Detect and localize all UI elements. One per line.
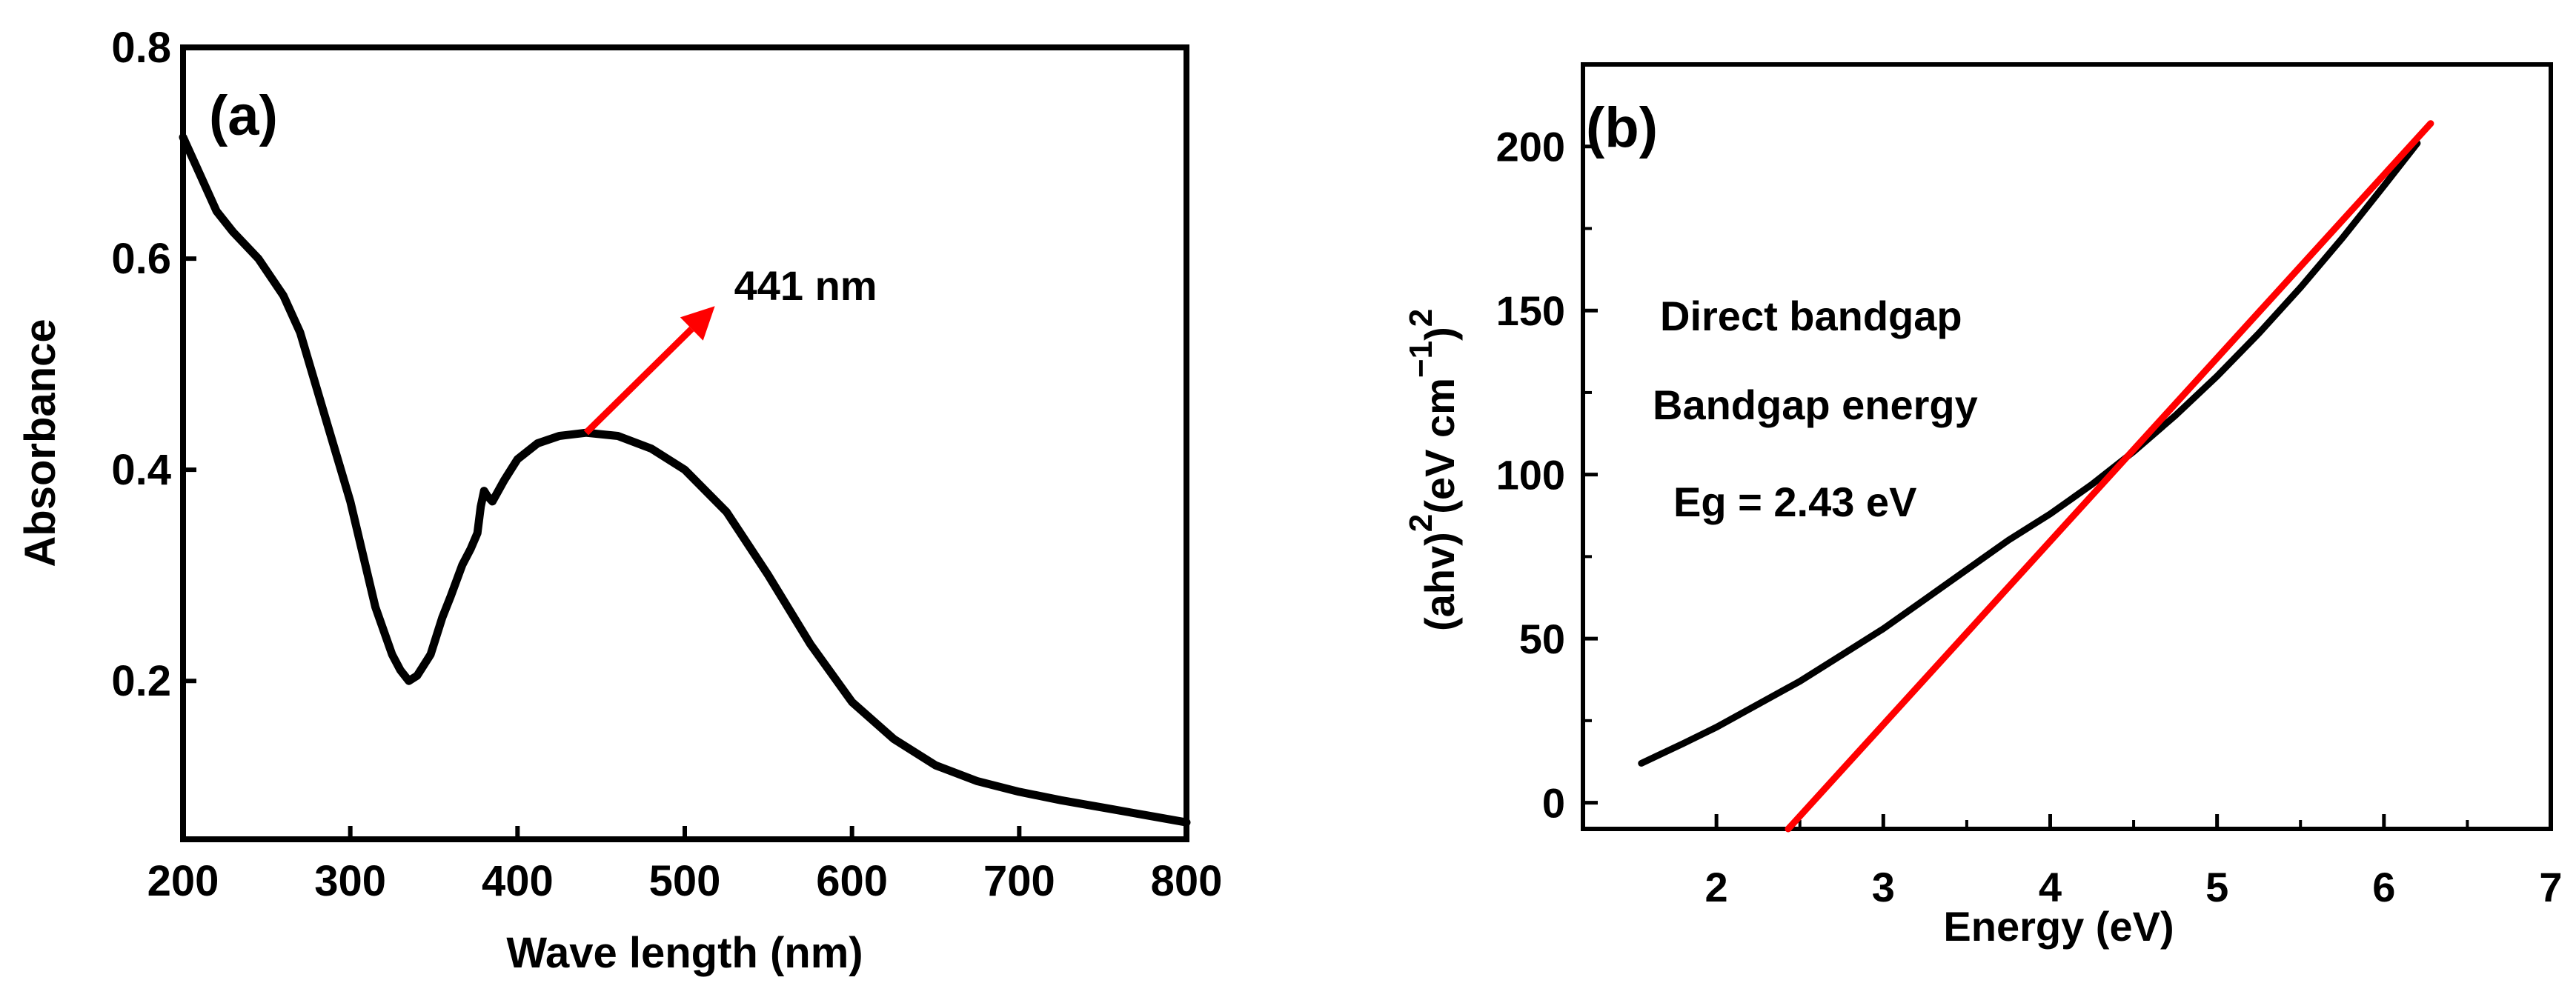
panel-b-tick-labels: 2 3 4 5 6 7 0 50 100 150 200 <box>1496 124 2563 910</box>
y-label-sup-2: −1 <box>1403 341 1439 378</box>
bandgap-energy-text: Bandgap energy <box>1653 381 1978 428</box>
panel-a-x-axis-label: Wave length (nm) <box>506 929 863 977</box>
y-label-sup-3: 2 <box>1403 309 1439 327</box>
y-label-part-3: ) <box>1416 327 1463 341</box>
peak-arrow-head <box>680 306 715 341</box>
y-tick-label: 0.4 <box>111 446 171 494</box>
x-tick-label: 3 <box>1872 864 1895 910</box>
peak-annotation: 441 nm <box>734 262 877 309</box>
x-tick-label: 2 <box>1705 864 1728 910</box>
peak-arrow-line <box>583 326 694 436</box>
y-tick-label: 0 <box>1542 780 1565 827</box>
eg-value-text: Eg = 2.43 eV <box>1673 479 1916 525</box>
x-tick-label: 400 <box>482 857 554 905</box>
x-tick-label: 7 <box>2539 864 2562 910</box>
x-tick-label: 200 <box>147 857 219 905</box>
panel-b: 2 3 4 5 6 7 0 50 100 150 200 (b) Direct bandgap Ba… <box>1403 62 2563 950</box>
panel-b-x-axis-label: Energy (eV) <box>1943 903 2174 950</box>
x-tick-label: 5 <box>2205 864 2228 910</box>
panel-a-tick-labels: 200 300 400 500 600 700 800 0.2 0.4 0.6 0.8 <box>111 24 1222 905</box>
panel-b-plot-frame <box>1581 62 2553 831</box>
x-tick-label: 700 <box>983 857 1055 905</box>
y-tick-label: 0.2 <box>111 657 171 705</box>
panel-b-linear-fit-line <box>1785 120 2434 833</box>
x-tick-label: 600 <box>816 857 888 905</box>
panel-a-y-axis-label: Absorbance <box>16 319 64 567</box>
y-label-sup-1: 2 <box>1403 514 1439 532</box>
panel-b-y-axis-label: (ahv)2(eV cm−1)2 <box>1403 309 1463 631</box>
x-tick-label: 800 <box>1151 857 1223 905</box>
y-tick-label: 0.8 <box>111 24 171 72</box>
panel-b-tauc-curve <box>1638 139 2421 767</box>
y-tick-label: 200 <box>1496 124 1565 170</box>
direct-bandgap-text: Direct bandgap <box>1660 293 1962 339</box>
panel-b-label: (b) <box>1586 96 1658 159</box>
x-tick-label: 500 <box>649 857 721 905</box>
y-tick-label: 50 <box>1519 616 1565 662</box>
y-label-part-2: (eV cm <box>1416 378 1463 514</box>
x-tick-label: 4 <box>2039 864 2062 910</box>
x-tick-label: 300 <box>314 857 386 905</box>
y-label-part-1: (ahv) <box>1416 532 1463 631</box>
panel-a-label: (a) <box>209 84 278 147</box>
panel-a-absorbance-curve <box>179 133 1191 827</box>
y-tick-label: 0.6 <box>111 235 171 283</box>
panel-b-ticks <box>1583 144 2553 829</box>
panel-a: 200 300 400 500 600 700 800 0.2 0.4 0.6 0.8 441 nm… <box>16 24 1222 977</box>
x-tick-label: 6 <box>2372 864 2395 910</box>
y-tick-label: 150 <box>1496 287 1565 334</box>
panel-a-ticks <box>181 45 1189 839</box>
y-tick-label: 100 <box>1496 452 1565 499</box>
